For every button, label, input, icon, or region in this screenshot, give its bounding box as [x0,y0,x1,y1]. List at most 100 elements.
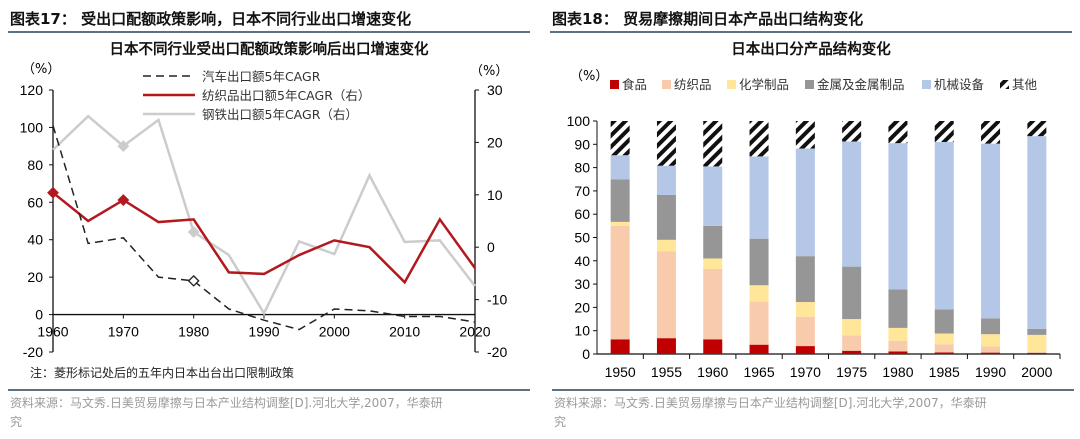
bar-segment-4 [656,165,676,195]
bar-segment-1 [842,335,862,351]
bar-segment-1 [888,340,908,352]
bar-segment-2 [1027,334,1047,352]
right-source-line2: 究 [554,415,567,429]
bar-segment-5 [795,121,815,149]
bar-segment-5 [888,121,908,144]
bar-segment-3 [981,318,1001,335]
y-unit: （%） [570,69,608,84]
legend-swatch-2 [727,80,736,89]
right-source: 资料来源：马文秀.日美贸易摩擦与日本产业结构调整[D].河北大学,2007，华泰… [554,394,1074,432]
bar-segment-0 [610,339,630,354]
y-tick-label: 30 [574,276,590,292]
legend-swatch-5 [1000,80,1009,89]
left-y-tick-label: 60 [27,194,43,210]
bar-segment-4 [749,156,769,239]
series-line-1 [52,191,477,285]
bar-segment-2 [749,285,769,302]
bar-segment-1 [981,346,1001,353]
right-y-tick-label: 30 [487,82,503,98]
legend-swatch-4 [922,80,931,89]
legend-label-0: 汽车出口额5年CAGR [202,69,321,84]
y-tick-label: 50 [574,230,590,246]
bar-segment-3 [888,289,908,328]
right-y-tick-label: 20 [487,134,503,150]
bar-segment-3 [795,256,815,303]
left-line-chart: -20 0 20 40 60 80 100 120 -20 -10 0 10 20 30 1960 1970 1… [20,62,509,360]
bar-segment-0 [888,351,908,354]
x-tick-label: 1950 [605,364,636,380]
x-tick-label: 1980 [882,364,913,380]
bar-segment-3 [610,179,630,222]
bar-segment-3 [842,266,862,320]
x-tick-label: 1955 [651,364,682,380]
x-tick-label: 1970 [790,364,821,380]
bar-segment-2 [656,239,676,252]
bar-segment-3 [656,194,676,240]
bar-segment-1 [656,251,676,339]
bar-segment-2 [795,302,815,317]
x-tick-label: 1985 [929,364,960,380]
bar-segment-5 [842,121,862,142]
left-y-tick-label: 0 [35,307,43,323]
bar-segment-2 [610,221,630,226]
legend-label-0: 食品 [622,77,647,92]
right-y-tick-label: -20 [487,344,507,360]
bar-segment-2 [934,333,954,345]
x-tick-label: 2020 [459,324,490,340]
left-y-tick-label: 100 [20,119,44,135]
left-chart-title: 日本不同行业受出口配额政策影响后出口增速变化 [109,42,429,58]
legend-label-2: 化学制品 [739,77,789,92]
y-tick-label: 10 [574,323,590,339]
right-y-tick-label: 10 [487,187,503,203]
bar-segment-5 [703,121,723,167]
right-stacked-bar-chart: 0 10 20 30 40 50 60 70 80 90 100 （%） 1950 1955 1960 196… [567,69,1061,380]
bar-segment-3 [703,225,723,259]
bar-segment-0 [1027,352,1047,354]
left-y-tick-label: 20 [27,269,43,285]
x-tick-label: 1970 [108,324,139,340]
right-y-tick-label: -10 [487,292,507,308]
y-tick-label: 70 [574,183,590,199]
right-figure-header: 图表18： 贸易摩擦期间日本产品出口结构变化 [552,10,864,28]
legend-swatch-3 [805,80,814,89]
bar-segment-3 [749,238,769,286]
diamond-marker [47,186,59,199]
bar-segment-0 [656,338,676,354]
y-tick-label: 80 [574,160,590,176]
left-y-tick-label: 40 [27,232,43,248]
y-tick-label: 0 [582,346,590,362]
left-y-tick-label: 120 [20,82,44,98]
x-tick-label: 1990 [248,324,279,340]
diamond-marker [187,226,200,238]
bar-segment-4 [1027,136,1047,329]
bar-segment-4 [703,166,723,226]
bar-segment-4 [981,143,1001,319]
bar-segment-4 [842,141,862,267]
bar-segment-4 [795,148,815,257]
y-tick-label: 40 [574,253,590,269]
bar-segment-2 [842,319,862,336]
x-tick-label: 1990 [975,364,1006,380]
diamond-marker [117,140,130,152]
legend-label-2: 钢铁出口额5年CAGR（右） [202,107,358,122]
left-figure-header: 图表17： 受出口配额政策影响，日本不同行业出口增速变化 [10,10,412,28]
bar-segment-0 [842,350,862,354]
right-source-rule [552,389,1074,391]
bar-segment-5 [934,121,954,142]
left-y-unit: （%） [22,62,60,77]
left-source-line1: 资料来源：马文秀.日美贸易摩擦与日本产业结构调整[D].河北大学,2007，华泰… [10,396,443,410]
x-tick-label: 1975 [836,364,867,380]
bar-segment-2 [981,334,1001,347]
bar-segment-4 [934,141,954,310]
left-header-rule [8,31,530,33]
left-y-tick-label: -20 [23,344,43,360]
right-y-tick-label: 0 [487,239,495,255]
bar-segment-1 [749,301,769,345]
bar-segment-4 [888,143,908,290]
bar-segment-3 [934,309,954,334]
diamond-marker [187,274,200,287]
legend-label-3: 金属及金属制品 [817,77,905,92]
x-tick-label: 2000 [319,324,350,340]
bar-segment-5 [610,121,630,156]
left-source-rule [8,389,530,391]
